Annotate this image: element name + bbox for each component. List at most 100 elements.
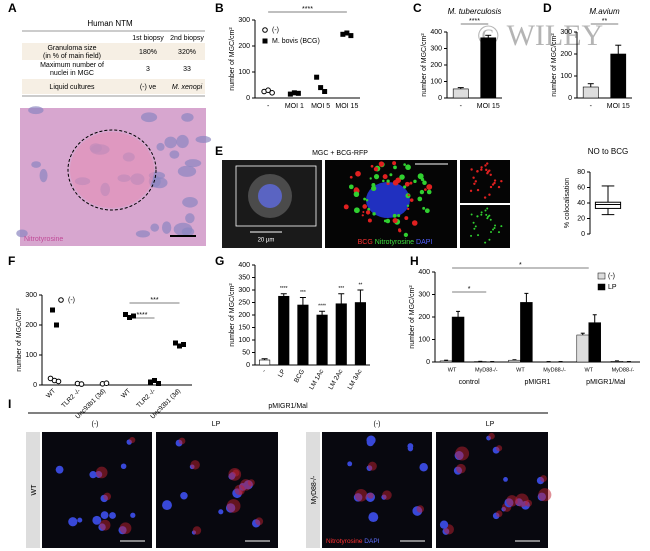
spot [540, 475, 547, 482]
point [173, 340, 178, 346]
spot [353, 191, 360, 197]
cell: M. xenopi [172, 84, 203, 91]
y-tick-label: 350 [238, 274, 250, 281]
significance: **** [469, 18, 480, 25]
cell [248, 174, 292, 218]
bar [508, 359, 521, 363]
spot [494, 224, 497, 227]
point [131, 313, 136, 319]
spot [226, 499, 241, 513]
spot [493, 179, 497, 182]
spot [407, 193, 410, 197]
image [42, 432, 152, 548]
stain-label: Nitrotyrosine [24, 236, 63, 243]
legend-swatch [597, 272, 606, 280]
nucleus [185, 213, 195, 224]
nucleus [419, 463, 428, 472]
spot [488, 432, 495, 440]
spot [470, 213, 473, 216]
table-title: Human NTM [87, 19, 133, 28]
spot [417, 173, 424, 180]
watermark: © WILEY [477, 19, 603, 52]
nucleus [135, 230, 151, 238]
cell: 33 [183, 66, 191, 73]
spot [403, 163, 406, 166]
nucleus [180, 491, 188, 500]
x-tick-label: MOI 15 [477, 103, 500, 110]
spot [490, 231, 493, 234]
bar [610, 53, 627, 99]
spot [489, 173, 492, 177]
point [344, 30, 350, 36]
bar [576, 334, 590, 363]
y-axis-label: number of MGC/cm² [229, 27, 236, 91]
point [54, 322, 59, 328]
point [55, 378, 62, 385]
spot [409, 198, 414, 202]
cell: 3 [146, 66, 150, 73]
y-tick-label: 200 [418, 314, 430, 321]
spot [365, 198, 369, 202]
spot [234, 484, 246, 496]
significance: ** [602, 18, 608, 25]
nucleus [169, 150, 180, 159]
x-tick-label: MOI 15 [607, 103, 630, 110]
nucleus [366, 438, 375, 447]
image [460, 205, 510, 248]
x-tick-label: - [460, 103, 463, 110]
point [265, 87, 271, 93]
y-tick-label: 200 [430, 62, 442, 69]
granuloma [70, 132, 154, 208]
spot [192, 526, 202, 535]
spot [485, 213, 488, 216]
x-tick-label: WT [584, 367, 593, 373]
point [177, 343, 182, 349]
nucleus [31, 161, 42, 168]
spot [190, 460, 200, 470]
panel-title: pMIGR1/Mal [268, 403, 308, 410]
bar [297, 304, 309, 366]
spot [515, 493, 529, 507]
image [322, 432, 432, 548]
spot [392, 217, 398, 224]
row-label: (in % of main field) [43, 53, 101, 60]
spot [409, 181, 413, 185]
spot [397, 214, 401, 218]
point [287, 91, 293, 97]
histology-image: Nitrotyrosine [16, 106, 212, 246]
row-label: WT [31, 484, 38, 496]
y-axis-label: % colocalisation [564, 178, 571, 228]
y-tick-label: 200 [25, 322, 37, 329]
panel-label: H [410, 254, 419, 268]
point [148, 379, 153, 385]
spot [404, 216, 409, 221]
spot [477, 234, 480, 237]
spot [403, 185, 407, 189]
spot [486, 207, 489, 210]
spot [486, 162, 489, 165]
nucleus [39, 168, 48, 183]
bar [316, 314, 328, 366]
y-tick-label: 200 [238, 43, 250, 50]
nucleus [77, 517, 83, 523]
significance: ** [358, 282, 362, 288]
spot [389, 173, 393, 177]
header: 2nd biopsy [170, 35, 204, 42]
row-label: Granuloma size [47, 45, 96, 52]
x-tick-label: MyD88-/- [612, 367, 635, 373]
spot [353, 207, 360, 214]
scale-label: 20 µm [258, 238, 275, 244]
spot [484, 241, 487, 244]
spot [382, 490, 392, 500]
legend-swatch [262, 27, 268, 33]
nucleus [161, 221, 172, 234]
point [314, 74, 320, 80]
spot [476, 215, 479, 218]
point [78, 381, 85, 387]
spot [476, 170, 479, 173]
y-axis-label: number of MGC/cm² [16, 308, 23, 372]
nucleus [184, 159, 202, 168]
nucleus [156, 142, 165, 151]
significance: *** [300, 290, 306, 296]
